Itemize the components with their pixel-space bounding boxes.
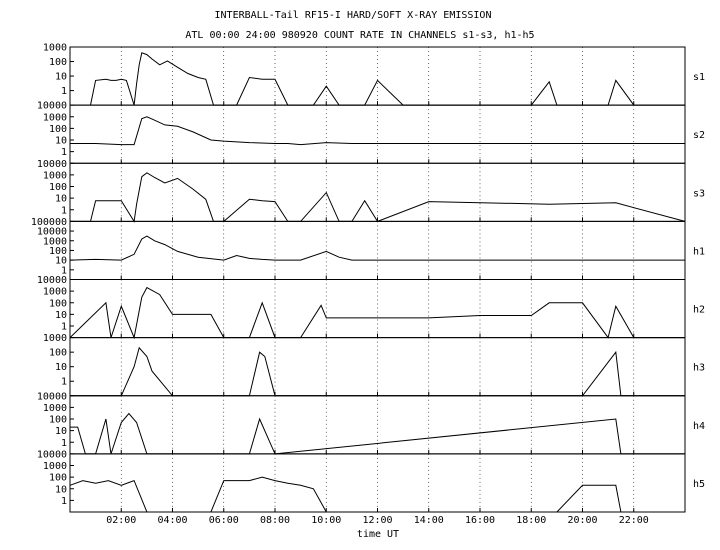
y-tick-label: 1000: [43, 333, 67, 344]
channel-label-h5: h5: [693, 479, 705, 490]
y-tick-label: 1: [61, 265, 67, 276]
y-tick-label: 10000: [37, 449, 67, 460]
y-tick-label: 1000: [43, 287, 67, 298]
y-tick-label: 1: [61, 86, 67, 97]
y-tick-label: 100: [49, 298, 67, 309]
y-tick-label: 1000: [43, 43, 67, 54]
series-line-h1: [69, 235, 685, 261]
series-line-s2: [70, 116, 685, 146]
x-tick-label: 06:00: [209, 515, 239, 526]
y-tick-label: 10000: [37, 159, 67, 170]
x-tick-label: 22:00: [619, 515, 649, 526]
y-tick-label: 1000: [43, 112, 67, 123]
y-tick-label: 10: [55, 72, 67, 83]
channel-label-s2: s2: [693, 130, 705, 141]
channel-label-h1: h1: [693, 246, 705, 257]
x-tick-label: 16:00: [465, 515, 495, 526]
y-tick-label: 1: [61, 322, 67, 333]
y-tick-label: 100: [49, 246, 67, 257]
y-tick-label: 10: [55, 426, 67, 437]
y-tick-label: 100: [49, 124, 67, 135]
y-tick-label: 10: [55, 256, 67, 267]
series-line-s1: [90, 52, 685, 106]
channel-label-s3: s3: [693, 188, 705, 199]
x-tick-label: 18:00: [516, 515, 546, 526]
y-tick-label: 1: [61, 147, 67, 158]
y-tick-label: 100: [49, 473, 67, 484]
y-tick-label: 10: [55, 362, 67, 373]
y-tick-label: 10: [55, 310, 67, 321]
channel-label-h2: h2: [693, 305, 705, 316]
y-tick-label: 1: [61, 205, 67, 216]
x-tick-label: 14:00: [414, 515, 444, 526]
y-tick-label: 1: [61, 496, 67, 507]
y-tick-label: 10000: [37, 391, 67, 402]
panels: 1000100101s1100001000100101s210000100010…: [31, 43, 705, 513]
y-tick-label: 10: [55, 194, 67, 205]
y-tick-label: 1: [61, 438, 67, 449]
channel-label-h4: h4: [693, 421, 705, 432]
series-line-h5: [69, 476, 685, 513]
y-tick-label: 1000: [43, 461, 67, 472]
chart-subtitle: ATL 00:00 24:00 980920 COUNT RATE IN CHA…: [185, 30, 534, 41]
y-tick-label: 100: [49, 415, 67, 426]
y-tick-label: 1000: [43, 403, 67, 414]
x-tick-label: 20:00: [567, 515, 597, 526]
x-tick-label: 02:00: [106, 515, 136, 526]
y-tick-label: 100: [49, 57, 67, 68]
y-tick-label: 1000: [43, 170, 67, 181]
x-axis-title: time UT: [357, 529, 399, 540]
y-tick-label: 10000: [37, 227, 67, 238]
y-tick-label: 10000: [37, 101, 67, 112]
y-tick-label: 10: [55, 484, 67, 495]
panel-s1: 1000 100 10 1 s1: [43, 43, 705, 106]
panel-frame: [69, 453, 686, 513]
y-tick-label: 100000: [31, 217, 67, 228]
x-tick-label: 04:00: [157, 515, 187, 526]
y-tick-label: 100: [49, 348, 67, 359]
chart-title: INTERBALL-Tail RF15-I HARD/SOFT X-RAY EM…: [215, 10, 492, 21]
channel-label-s1: s1: [693, 72, 705, 83]
x-tick-label: 08:00: [260, 515, 290, 526]
x-tick-label: 12:00: [362, 515, 392, 526]
y-tick-label: 1000: [43, 236, 67, 247]
panel-h3: 1000 100 10 1 h3: [43, 333, 705, 397]
series-line-h2: [69, 286, 685, 340]
y-tick-label: 10: [55, 136, 67, 147]
y-tick-label: 100: [49, 182, 67, 193]
y-tick-label: 1: [61, 377, 67, 388]
x-axis: 02:00 04:00 06:00 08:00 10:00 12:00 14:00 16:00…: [106, 515, 649, 526]
series-line-h3: [70, 346, 685, 397]
y-tick-label: 10000: [37, 275, 67, 286]
channel-label-h3: h3: [693, 363, 705, 374]
x-tick-label: 10:00: [311, 515, 341, 526]
